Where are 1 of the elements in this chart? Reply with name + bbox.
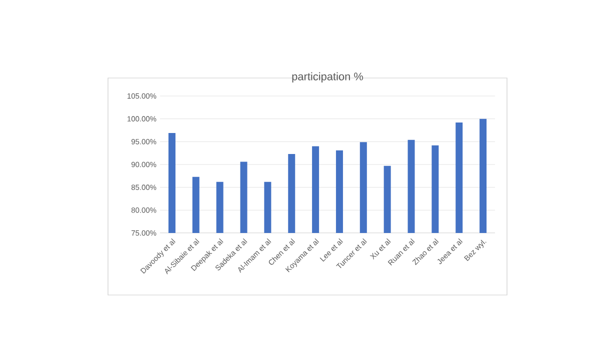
chart-title: participation % (292, 72, 364, 82)
